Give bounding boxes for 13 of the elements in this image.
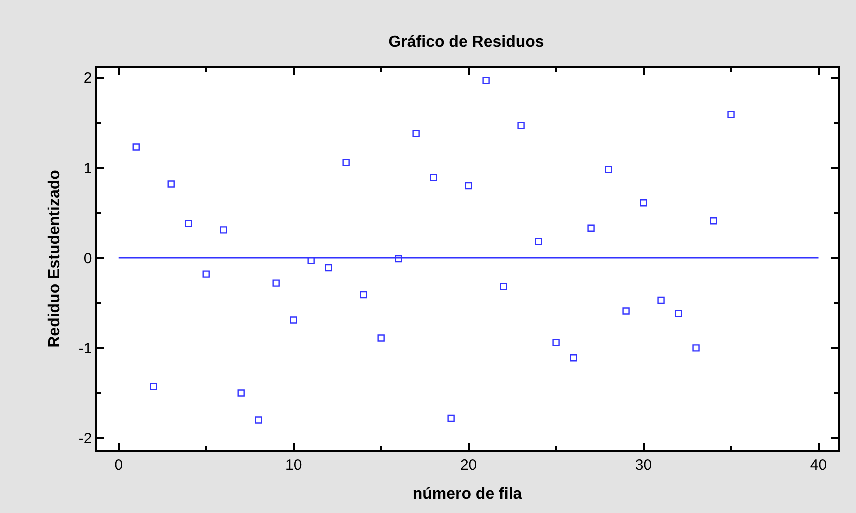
x-tick-label: 10 <box>285 456 302 474</box>
y-axis-title: Rediduo Estudentizado <box>46 170 64 348</box>
y-tick-label: -1 <box>78 340 92 358</box>
x-axis-title: número de fila <box>412 486 522 503</box>
y-tick-label: 0 <box>84 250 92 268</box>
y-tick-label: -2 <box>78 430 92 448</box>
x-tick-label: 0 <box>114 456 124 474</box>
x-tick-label: 20 <box>460 456 478 474</box>
x-tick-label: 30 <box>635 456 652 474</box>
y-tick-label: 1 <box>84 160 92 178</box>
y-tick-label: 2 <box>84 70 92 88</box>
x-tick-label: 40 <box>810 456 828 474</box>
chart-title: Gráfico de Residuos <box>388 34 544 52</box>
